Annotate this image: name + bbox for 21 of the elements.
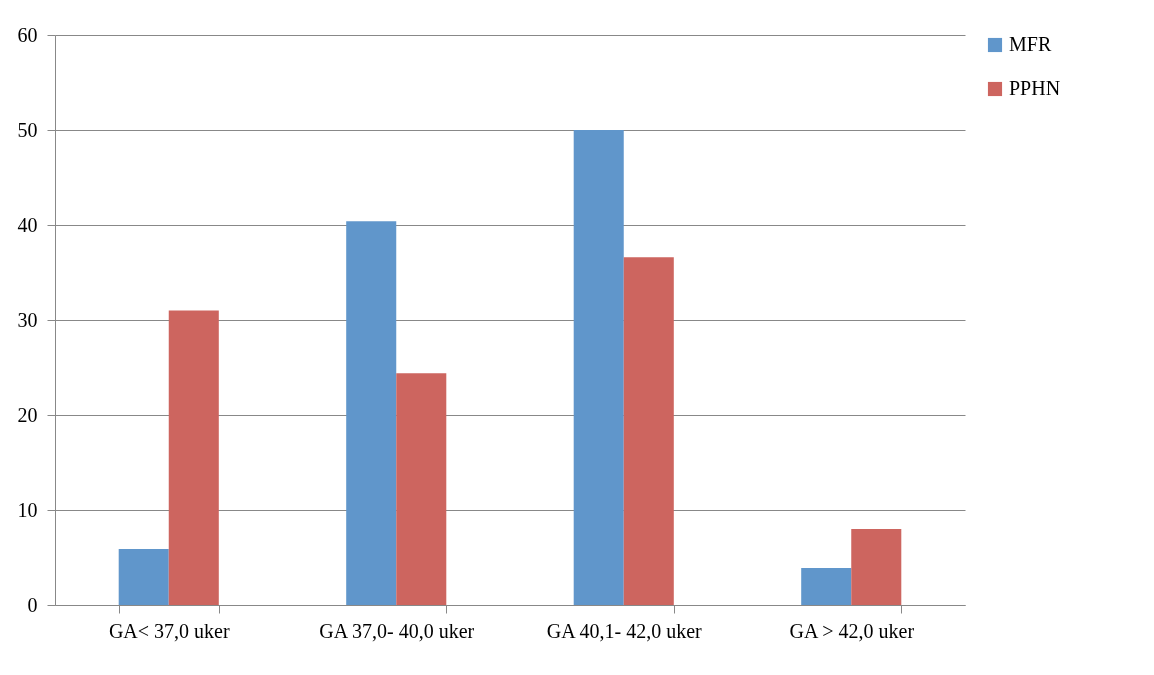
- y-tick-label: 60: [17, 23, 38, 46]
- bar: [396, 373, 447, 605]
- bar: [573, 130, 624, 605]
- y-tick-label: 10: [17, 498, 38, 521]
- y-tick-label: 50: [17, 118, 38, 141]
- bar: [623, 257, 674, 605]
- y-tick-label: 30: [17, 308, 38, 331]
- bar: [346, 221, 397, 605]
- bar: [851, 529, 902, 605]
- x-tick-label: GA 40,1- 42,0 uker: [546, 619, 703, 642]
- x-tick-label: GA > 42,0 uker: [789, 619, 915, 642]
- y-tick-label: 0: [27, 593, 38, 616]
- bar: [118, 548, 169, 605]
- x-tick-label: GA 37,0- 40,0 uker: [319, 619, 475, 642]
- x-tick-label: GA< 37,0 uker: [108, 619, 230, 642]
- legend-label: MFR: [1009, 33, 1052, 55]
- bar: [801, 567, 852, 605]
- y-tick-label: 20: [17, 403, 38, 426]
- bar: [168, 310, 219, 605]
- legend-label: PPHN: [1009, 77, 1061, 99]
- y-tick-label: 40: [17, 213, 38, 236]
